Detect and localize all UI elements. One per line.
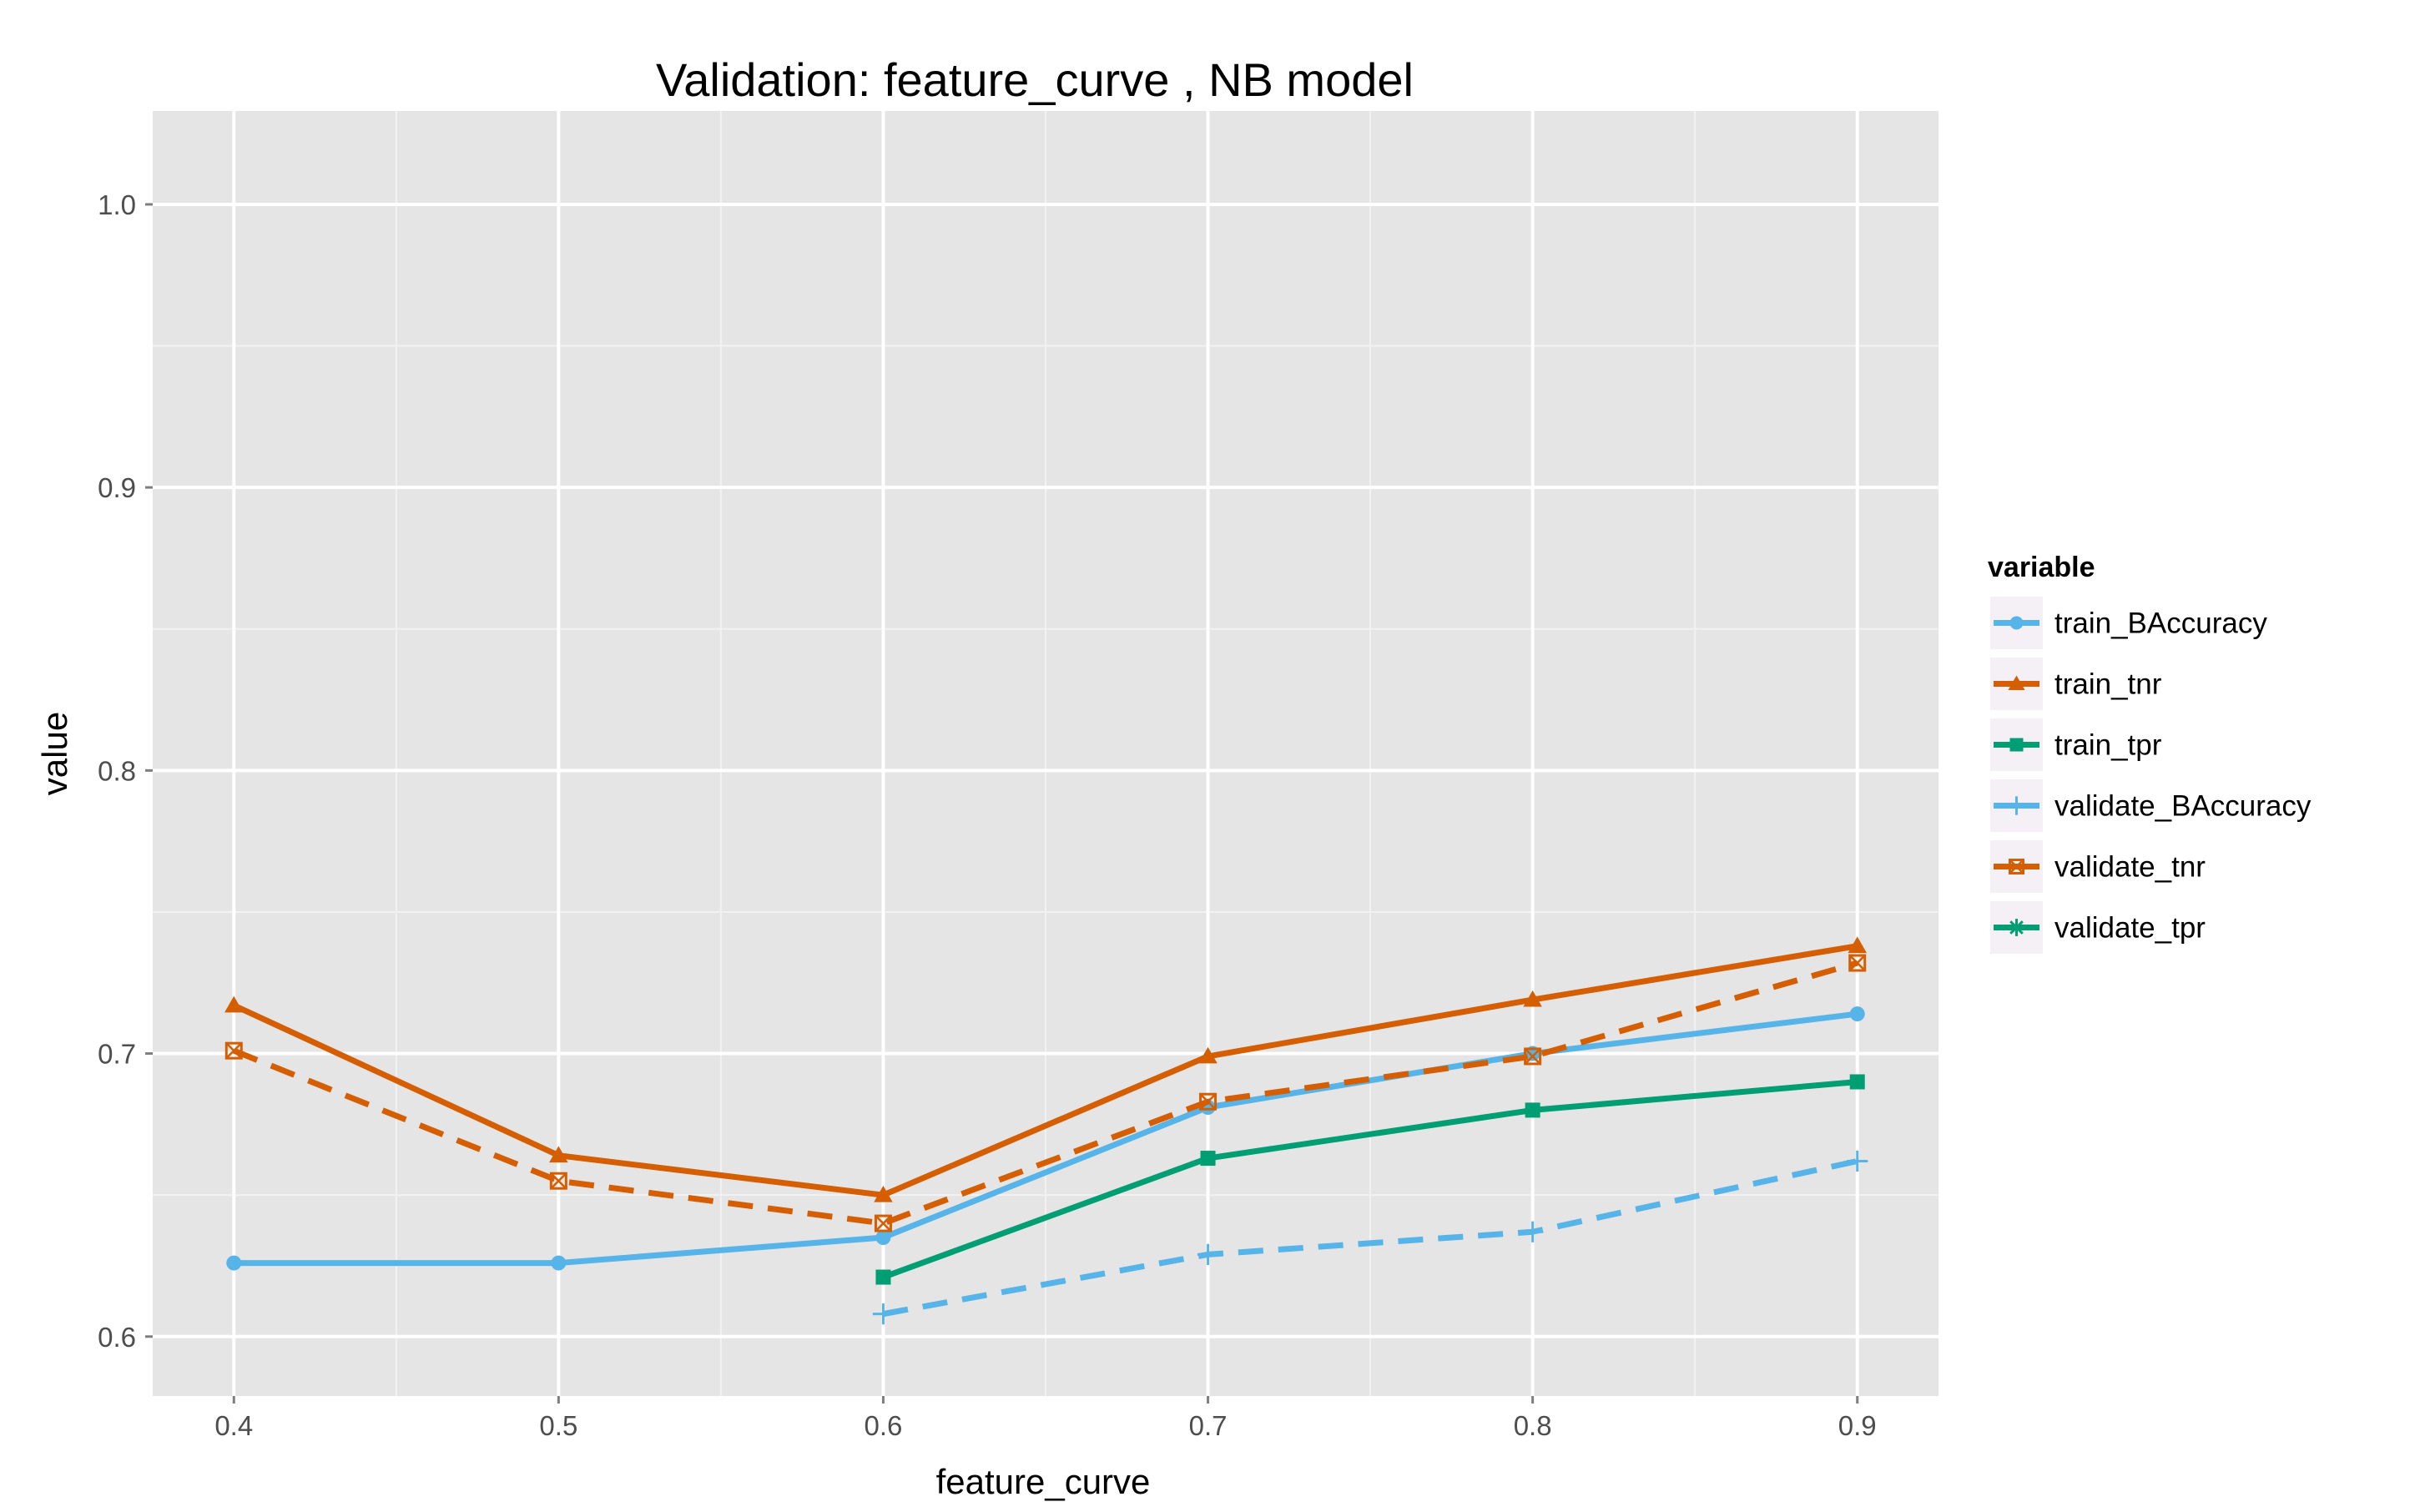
y-tick-label: 1.0 — [98, 189, 136, 220]
legend-label: train_tpr — [2054, 729, 2162, 762]
x-axis-title: feature_curve — [936, 1462, 1151, 1501]
data-point — [874, 1185, 893, 1202]
data-point — [226, 1255, 242, 1271]
legend-key-marker — [2008, 919, 2025, 936]
x-tick-label: 0.5 — [539, 1410, 577, 1441]
data-point — [1524, 1047, 1542, 1066]
data-point — [1848, 936, 1867, 954]
legend-label: train_BAccuracy — [2054, 607, 2267, 640]
chart-title: Validation: feature_curve , NB model — [656, 53, 1414, 106]
y-tick-label: 0.6 — [98, 1322, 136, 1353]
series-train-BAccuracy — [226, 1006, 1865, 1271]
legend-items: train_BAccuracy train_tnr train_tprvalidat… — [1989, 595, 2312, 955]
series-train-tnr — [224, 936, 1867, 1202]
data-point — [1525, 1102, 1540, 1118]
x-tick-label: 0.9 — [1838, 1410, 1877, 1441]
legend-item: train_BAccuracy — [1989, 595, 2267, 651]
series-line — [232, 960, 1858, 1227]
y-axis-title: value — [35, 712, 74, 795]
data-point — [1523, 990, 1542, 1007]
data-point — [875, 1269, 891, 1285]
data-point — [1849, 1074, 1865, 1090]
minor-gridlines — [153, 111, 1939, 1396]
y-tick-label: 0.7 — [98, 1039, 136, 1070]
legend-label: validate_tnr — [2054, 851, 2206, 884]
data-point — [551, 1255, 567, 1271]
legend-key-marker — [2009, 616, 2024, 630]
legend-label: validate_BAccuracy — [2054, 790, 2312, 823]
legend: variable train_BAccuracy train_tnr train_t… — [1988, 552, 2312, 955]
data-point — [872, 1303, 895, 1325]
series-validate-BAccuracy — [872, 1150, 1868, 1325]
legend-key-marker — [2009, 859, 2024, 874]
legend-item: validate_tnr — [1989, 839, 2206, 895]
data-point — [875, 1230, 891, 1246]
legend-key-marker — [2008, 675, 2025, 690]
legend-label: train_tnr — [2054, 668, 2162, 701]
y-tick-label: 0.9 — [98, 472, 136, 503]
x-axis: 0.4 0.5 0.6 0.7 0.8 0.9 — [214, 1396, 1877, 1441]
data-point — [224, 995, 244, 1013]
y-axis: 0.6 0.7 0.8 0.9 1.0 — [98, 189, 153, 1353]
series-train-tpr — [875, 1074, 1865, 1285]
data-point — [549, 1146, 568, 1163]
data-point — [1197, 1243, 1219, 1265]
series-validate-tnr — [224, 954, 1867, 1232]
x-tick-label: 0.8 — [1514, 1410, 1552, 1441]
data-point — [1847, 1150, 1868, 1172]
legend-item: validate_tpr — [1989, 900, 2206, 955]
legend-item: validate_BAccuracy — [1989, 778, 2312, 834]
legend-item: train_tnr — [1989, 656, 2162, 712]
data-point — [1848, 954, 1867, 972]
data-point — [1198, 1046, 1218, 1064]
data-point — [1200, 1151, 1216, 1167]
x-tick-label: 0.4 — [214, 1410, 253, 1441]
legend-key-marker — [2009, 738, 2024, 752]
data-point — [1849, 1006, 1865, 1022]
series-line — [882, 1158, 1858, 1318]
legend-item: train_tpr — [1989, 717, 2162, 773]
data-point — [549, 1172, 567, 1190]
series-line — [234, 1011, 1858, 1267]
series-layer — [224, 936, 1868, 1325]
data-point — [1199, 1092, 1218, 1111]
series-line — [232, 943, 1858, 1198]
data-point — [224, 1041, 243, 1060]
legend-label: validate_tpr — [2054, 912, 2206, 945]
legend-key-marker — [2007, 796, 2026, 815]
legend-title: variable — [1988, 552, 2095, 583]
y-tick-label: 0.8 — [98, 755, 136, 786]
x-tick-label: 0.7 — [1189, 1410, 1228, 1441]
series-line — [882, 1078, 1858, 1280]
data-point — [874, 1214, 892, 1232]
x-tick-label: 0.6 — [865, 1410, 903, 1441]
data-point — [1522, 1221, 1544, 1242]
